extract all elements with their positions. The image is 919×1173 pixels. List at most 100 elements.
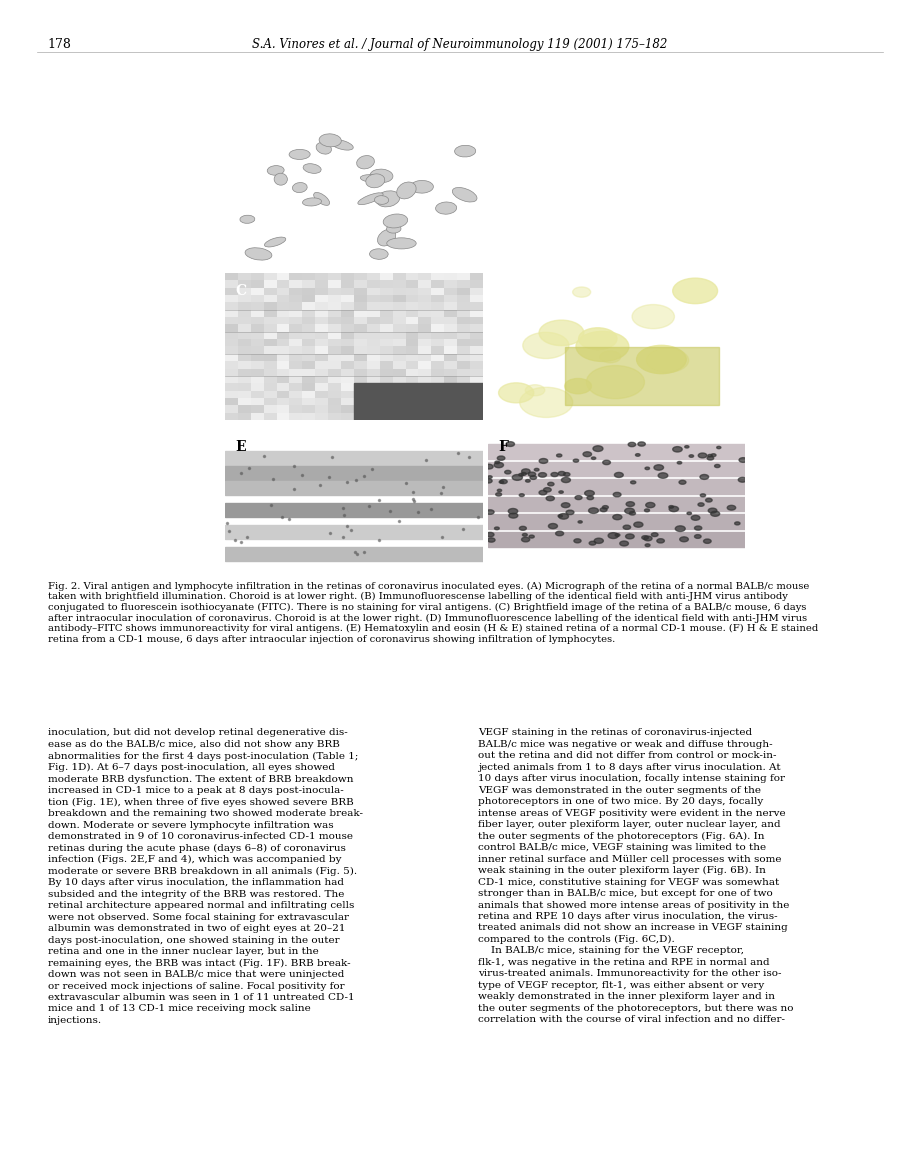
- Circle shape: [699, 494, 705, 497]
- Circle shape: [694, 535, 700, 538]
- Circle shape: [637, 442, 644, 446]
- Circle shape: [593, 446, 602, 452]
- Ellipse shape: [386, 224, 401, 233]
- Ellipse shape: [454, 145, 475, 157]
- Circle shape: [497, 489, 501, 491]
- Circle shape: [585, 366, 643, 399]
- Ellipse shape: [264, 237, 286, 248]
- Circle shape: [644, 544, 650, 547]
- Circle shape: [612, 515, 621, 520]
- Bar: [487, 445, 744, 459]
- Ellipse shape: [360, 175, 383, 182]
- Bar: [225, 452, 482, 466]
- Circle shape: [534, 468, 539, 472]
- Circle shape: [703, 540, 710, 543]
- Circle shape: [628, 442, 635, 447]
- Ellipse shape: [292, 183, 307, 192]
- Circle shape: [591, 457, 596, 460]
- Circle shape: [573, 538, 581, 543]
- Circle shape: [607, 533, 618, 538]
- Text: VEGF staining in the retinas of coronavirus-injected
BALB/c mice was negative or: VEGF staining in the retinas of coronavi…: [478, 728, 793, 1024]
- Circle shape: [484, 465, 493, 469]
- Ellipse shape: [319, 134, 341, 147]
- Ellipse shape: [357, 192, 382, 204]
- Circle shape: [546, 496, 554, 501]
- Circle shape: [635, 454, 640, 456]
- Circle shape: [645, 502, 654, 508]
- Ellipse shape: [357, 156, 374, 169]
- Circle shape: [518, 494, 524, 496]
- Circle shape: [575, 331, 628, 361]
- Circle shape: [572, 287, 590, 297]
- Bar: [225, 481, 482, 495]
- Circle shape: [710, 511, 719, 516]
- Circle shape: [522, 332, 568, 359]
- Circle shape: [686, 513, 691, 515]
- Circle shape: [525, 385, 544, 395]
- Circle shape: [548, 523, 557, 529]
- Circle shape: [726, 506, 735, 510]
- Circle shape: [578, 327, 617, 350]
- Circle shape: [498, 382, 533, 402]
- Bar: [225, 524, 482, 540]
- Bar: [225, 466, 482, 481]
- Circle shape: [594, 538, 603, 543]
- Circle shape: [672, 447, 682, 452]
- Ellipse shape: [377, 230, 395, 246]
- Circle shape: [573, 459, 578, 462]
- Circle shape: [615, 534, 619, 536]
- Circle shape: [521, 537, 529, 542]
- Circle shape: [630, 481, 635, 483]
- Ellipse shape: [386, 238, 415, 249]
- Text: inoculation, but did not develop retinal degenerative dis-
ease as do the BALB/c: inoculation, but did not develop retinal…: [48, 728, 362, 1025]
- Circle shape: [528, 472, 535, 476]
- Bar: [487, 514, 744, 529]
- Circle shape: [519, 387, 573, 418]
- Ellipse shape: [369, 249, 388, 259]
- Circle shape: [599, 508, 607, 511]
- Ellipse shape: [410, 181, 433, 194]
- Circle shape: [565, 510, 573, 515]
- Circle shape: [525, 480, 529, 482]
- Ellipse shape: [435, 202, 456, 215]
- Circle shape: [484, 479, 492, 483]
- Text: E: E: [235, 440, 246, 454]
- Ellipse shape: [240, 215, 255, 223]
- Circle shape: [716, 447, 720, 449]
- Circle shape: [644, 509, 649, 511]
- Circle shape: [684, 446, 688, 448]
- Text: B: B: [497, 128, 509, 142]
- Bar: [225, 547, 482, 561]
- Circle shape: [644, 467, 649, 469]
- Circle shape: [561, 503, 570, 508]
- Circle shape: [657, 473, 667, 479]
- Bar: [487, 497, 744, 511]
- Text: C: C: [235, 284, 246, 298]
- Circle shape: [698, 453, 706, 457]
- Bar: [354, 384, 482, 420]
- Circle shape: [679, 537, 687, 542]
- Circle shape: [714, 465, 720, 468]
- Circle shape: [707, 454, 711, 457]
- Circle shape: [518, 474, 523, 476]
- Circle shape: [636, 345, 686, 374]
- Circle shape: [538, 473, 546, 477]
- Circle shape: [485, 510, 494, 514]
- Ellipse shape: [267, 165, 284, 175]
- Text: D: D: [497, 284, 509, 298]
- Ellipse shape: [374, 196, 388, 204]
- Text: S.A. Vinores et al. / Journal of Neuroimmunology 119 (2001) 175–182: S.A. Vinores et al. / Journal of Neuroim…: [252, 38, 667, 50]
- Ellipse shape: [289, 149, 310, 160]
- Bar: [564, 347, 719, 405]
- Circle shape: [558, 490, 562, 494]
- Circle shape: [505, 442, 514, 447]
- Ellipse shape: [302, 198, 321, 206]
- Circle shape: [499, 480, 506, 483]
- Circle shape: [734, 522, 739, 524]
- Ellipse shape: [302, 164, 321, 174]
- Circle shape: [633, 522, 642, 527]
- Circle shape: [520, 473, 526, 475]
- Circle shape: [698, 503, 703, 507]
- Circle shape: [675, 526, 685, 531]
- Circle shape: [676, 461, 681, 465]
